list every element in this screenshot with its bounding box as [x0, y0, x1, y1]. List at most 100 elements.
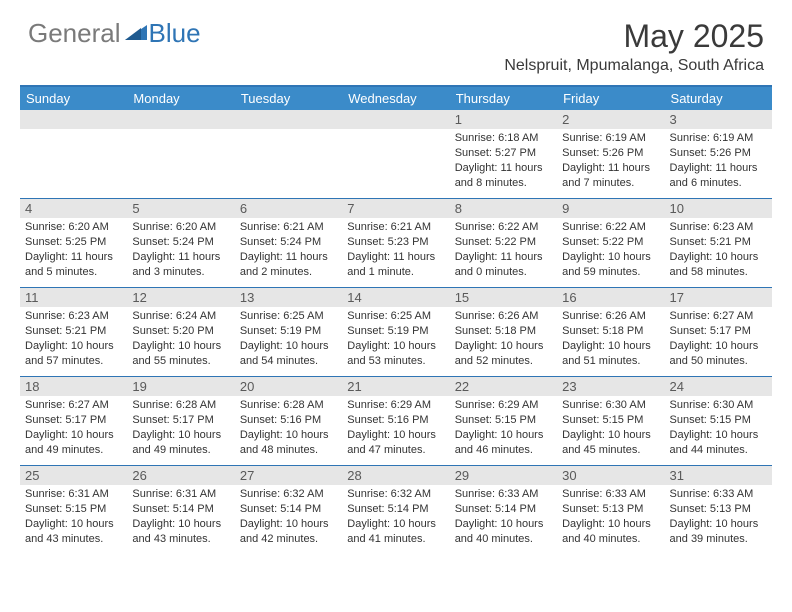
day-cell: 23Sunrise: 6:30 AMSunset: 5:15 PMDayligh… — [557, 377, 664, 465]
daylight-text: Daylight: 10 hours and 50 minutes. — [670, 339, 767, 369]
daylight-text: Daylight: 10 hours and 40 minutes. — [455, 517, 552, 547]
title-block: May 2025 Nelspruit, Mpumalanga, South Af… — [504, 18, 764, 75]
sunset-text: Sunset: 5:15 PM — [25, 502, 122, 517]
sunrise-text: Sunrise: 6:26 AM — [562, 309, 659, 324]
day-details: Sunrise: 6:27 AMSunset: 5:17 PMDaylight:… — [20, 396, 127, 461]
day-cell: 28Sunrise: 6:32 AMSunset: 5:14 PMDayligh… — [342, 466, 449, 554]
daylight-text: Daylight: 10 hours and 57 minutes. — [25, 339, 122, 369]
sunset-text: Sunset: 5:15 PM — [562, 413, 659, 428]
day-details: Sunrise: 6:27 AMSunset: 5:17 PMDaylight:… — [665, 307, 772, 372]
day-details: Sunrise: 6:33 AMSunset: 5:13 PMDaylight:… — [665, 485, 772, 550]
month-title: May 2025 — [504, 18, 764, 55]
day-number: 18 — [20, 377, 127, 396]
empty-day-bar — [20, 110, 127, 129]
day-number: 7 — [342, 199, 449, 218]
day-details: Sunrise: 6:19 AMSunset: 5:26 PMDaylight:… — [665, 129, 772, 194]
day-number: 1 — [450, 110, 557, 129]
empty-day-bar — [127, 110, 234, 129]
sunset-text: Sunset: 5:19 PM — [347, 324, 444, 339]
day-cell — [20, 110, 127, 198]
day-cell: 25Sunrise: 6:31 AMSunset: 5:15 PMDayligh… — [20, 466, 127, 554]
sunrise-text: Sunrise: 6:29 AM — [347, 398, 444, 413]
sunset-text: Sunset: 5:15 PM — [670, 413, 767, 428]
day-details: Sunrise: 6:30 AMSunset: 5:15 PMDaylight:… — [665, 396, 772, 461]
sunrise-text: Sunrise: 6:22 AM — [455, 220, 552, 235]
day-number: 5 — [127, 199, 234, 218]
day-number: 10 — [665, 199, 772, 218]
day-cell: 12Sunrise: 6:24 AMSunset: 5:20 PMDayligh… — [127, 288, 234, 376]
day-number: 19 — [127, 377, 234, 396]
sunrise-text: Sunrise: 6:25 AM — [347, 309, 444, 324]
day-cell: 20Sunrise: 6:28 AMSunset: 5:16 PMDayligh… — [235, 377, 342, 465]
daylight-text: Daylight: 10 hours and 45 minutes. — [562, 428, 659, 458]
daylight-text: Daylight: 11 hours and 1 minute. — [347, 250, 444, 280]
day-cell: 30Sunrise: 6:33 AMSunset: 5:13 PMDayligh… — [557, 466, 664, 554]
week-row: 1Sunrise: 6:18 AMSunset: 5:27 PMDaylight… — [20, 110, 772, 198]
empty-day-bar — [235, 110, 342, 129]
sunset-text: Sunset: 5:16 PM — [240, 413, 337, 428]
daylight-text: Daylight: 10 hours and 41 minutes. — [347, 517, 444, 547]
sunset-text: Sunset: 5:21 PM — [670, 235, 767, 250]
day-cell: 5Sunrise: 6:20 AMSunset: 5:24 PMDaylight… — [127, 199, 234, 287]
day-cell: 4Sunrise: 6:20 AMSunset: 5:25 PMDaylight… — [20, 199, 127, 287]
day-cell: 18Sunrise: 6:27 AMSunset: 5:17 PMDayligh… — [20, 377, 127, 465]
sunset-text: Sunset: 5:26 PM — [562, 146, 659, 161]
week-row: 11Sunrise: 6:23 AMSunset: 5:21 PMDayligh… — [20, 287, 772, 376]
sunrise-text: Sunrise: 6:28 AM — [240, 398, 337, 413]
day-details: Sunrise: 6:20 AMSunset: 5:24 PMDaylight:… — [127, 218, 234, 283]
daylight-text: Daylight: 11 hours and 2 minutes. — [240, 250, 337, 280]
daylight-text: Daylight: 10 hours and 53 minutes. — [347, 339, 444, 369]
empty-day-bar — [342, 110, 449, 129]
weeks-container: 1Sunrise: 6:18 AMSunset: 5:27 PMDaylight… — [20, 110, 772, 554]
sunset-text: Sunset: 5:20 PM — [132, 324, 229, 339]
sunrise-text: Sunrise: 6:23 AM — [670, 220, 767, 235]
day-cell — [127, 110, 234, 198]
day-details: Sunrise: 6:26 AMSunset: 5:18 PMDaylight:… — [450, 307, 557, 372]
sunset-text: Sunset: 5:17 PM — [25, 413, 122, 428]
day-number: 3 — [665, 110, 772, 129]
weekday-header: Friday — [557, 87, 664, 110]
sunset-text: Sunset: 5:14 PM — [455, 502, 552, 517]
location-subtitle: Nelspruit, Mpumalanga, South Africa — [504, 57, 764, 75]
day-number: 9 — [557, 199, 664, 218]
sunset-text: Sunset: 5:19 PM — [240, 324, 337, 339]
daylight-text: Daylight: 10 hours and 59 minutes. — [562, 250, 659, 280]
daylight-text: Daylight: 10 hours and 48 minutes. — [240, 428, 337, 458]
sunrise-text: Sunrise: 6:31 AM — [25, 487, 122, 502]
day-number: 29 — [450, 466, 557, 485]
sunrise-text: Sunrise: 6:19 AM — [562, 131, 659, 146]
day-details: Sunrise: 6:23 AMSunset: 5:21 PMDaylight:… — [665, 218, 772, 283]
day-number: 14 — [342, 288, 449, 307]
sunrise-text: Sunrise: 6:31 AM — [132, 487, 229, 502]
sunrise-text: Sunrise: 6:20 AM — [132, 220, 229, 235]
sunrise-text: Sunrise: 6:33 AM — [455, 487, 552, 502]
sunrise-text: Sunrise: 6:23 AM — [25, 309, 122, 324]
daylight-text: Daylight: 10 hours and 43 minutes. — [25, 517, 122, 547]
week-row: 25Sunrise: 6:31 AMSunset: 5:15 PMDayligh… — [20, 465, 772, 554]
sunset-text: Sunset: 5:18 PM — [562, 324, 659, 339]
sunrise-text: Sunrise: 6:33 AM — [562, 487, 659, 502]
weekday-header: Sunday — [20, 87, 127, 110]
sunrise-text: Sunrise: 6:32 AM — [347, 487, 444, 502]
day-number: 26 — [127, 466, 234, 485]
day-cell — [342, 110, 449, 198]
calendar-grid: SundayMondayTuesdayWednesdayThursdayFrid… — [20, 85, 772, 554]
day-details: Sunrise: 6:24 AMSunset: 5:20 PMDaylight:… — [127, 307, 234, 372]
day-cell: 31Sunrise: 6:33 AMSunset: 5:13 PMDayligh… — [665, 466, 772, 554]
day-details: Sunrise: 6:23 AMSunset: 5:21 PMDaylight:… — [20, 307, 127, 372]
sunrise-text: Sunrise: 6:19 AM — [670, 131, 767, 146]
sunrise-text: Sunrise: 6:27 AM — [670, 309, 767, 324]
day-cell: 8Sunrise: 6:22 AMSunset: 5:22 PMDaylight… — [450, 199, 557, 287]
day-details: Sunrise: 6:18 AMSunset: 5:27 PMDaylight:… — [450, 129, 557, 194]
daylight-text: Daylight: 11 hours and 6 minutes. — [670, 161, 767, 191]
weekday-header: Monday — [127, 87, 234, 110]
sunset-text: Sunset: 5:18 PM — [455, 324, 552, 339]
day-number: 24 — [665, 377, 772, 396]
day-details: Sunrise: 6:21 AMSunset: 5:23 PMDaylight:… — [342, 218, 449, 283]
sunset-text: Sunset: 5:21 PM — [25, 324, 122, 339]
day-details: Sunrise: 6:29 AMSunset: 5:15 PMDaylight:… — [450, 396, 557, 461]
daylight-text: Daylight: 10 hours and 43 minutes. — [132, 517, 229, 547]
day-details: Sunrise: 6:25 AMSunset: 5:19 PMDaylight:… — [235, 307, 342, 372]
day-cell: 16Sunrise: 6:26 AMSunset: 5:18 PMDayligh… — [557, 288, 664, 376]
day-cell: 22Sunrise: 6:29 AMSunset: 5:15 PMDayligh… — [450, 377, 557, 465]
